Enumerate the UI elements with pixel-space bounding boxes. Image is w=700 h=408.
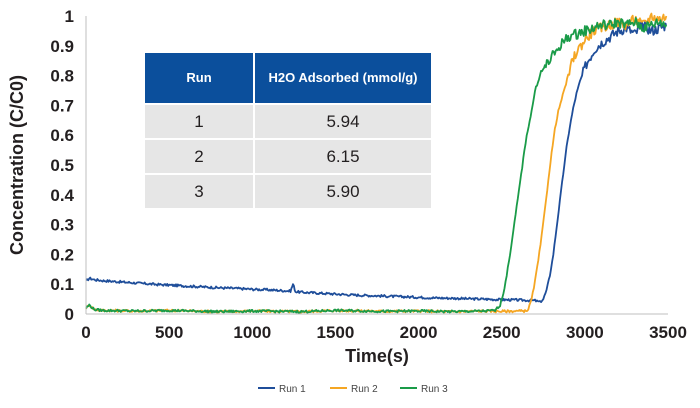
x-tick-label: 1000: [233, 323, 271, 342]
x-tick-label: 500: [155, 323, 183, 342]
y-axis-title: Concentration (C/C0): [7, 75, 27, 255]
series-layer: [85, 12, 668, 314]
table-row: 1 5.94: [145, 103, 431, 139]
h2o-adsorbed-table: Run H2O Adsorbed (mmol/g) 1 5.94 2 6.15 …: [145, 53, 431, 208]
y-tick-label: 1: [65, 7, 74, 26]
series-line-run-3: [85, 16, 668, 314]
y-tick-label: 0: [65, 305, 74, 324]
table-cell-run: 2: [145, 138, 254, 174]
x-tick-label: 2500: [483, 323, 521, 342]
table-cell-run: 3: [145, 173, 254, 208]
legend: Run 1 Run 2 Run 3: [258, 384, 448, 395]
x-tick-label: 3500: [649, 323, 687, 342]
table-header-h2o-adsorbed: H2O Adsorbed (mmol/g): [253, 53, 431, 104]
table-cell-h2o: 5.90: [253, 173, 431, 208]
y-tick-label: 0.6: [50, 126, 74, 145]
table-header-row: Run H2O Adsorbed (mmol/g): [145, 53, 431, 104]
x-axis-title: Time(s): [345, 346, 409, 366]
y-tick-label: 0.7: [50, 96, 74, 115]
x-tick-label: 3000: [566, 323, 604, 342]
legend-label-run-2: Run 2: [351, 384, 378, 395]
y-tick-label: 0.8: [50, 67, 74, 86]
y-tick-label: 0.9: [50, 37, 74, 56]
series-line-run-1: [85, 20, 668, 304]
y-tick-labels: 0 0.1 0.2 0.3 0.4 0.5 0.6 0.7 0.8 0.9 1: [50, 7, 74, 324]
table-header-run: Run: [145, 53, 254, 104]
y-tick-label: 0.2: [50, 245, 74, 264]
y-tick-label: 0.5: [50, 156, 74, 175]
table-row: 3 5.90: [145, 173, 431, 208]
table-row: 2 6.15: [145, 138, 431, 174]
y-tick-label: 0.1: [50, 275, 74, 294]
y-tick-label: 0.4: [50, 186, 74, 205]
legend-label-run-3: Run 3: [421, 384, 448, 395]
y-tick-label: 0.3: [50, 216, 74, 235]
x-tick-label: 1500: [317, 323, 355, 342]
legend-label-run-1: Run 1: [279, 384, 306, 395]
x-tick-label: 2000: [400, 323, 438, 342]
x-tick-labels: 0 500 1000 1500 2000 2500 3000 3500: [81, 323, 687, 342]
table-cell-h2o: 6.15: [253, 138, 431, 174]
x-tick-label: 0: [81, 323, 90, 342]
table-cell-run: 1: [145, 103, 254, 139]
table-cell-h2o: 5.94: [253, 103, 431, 139]
